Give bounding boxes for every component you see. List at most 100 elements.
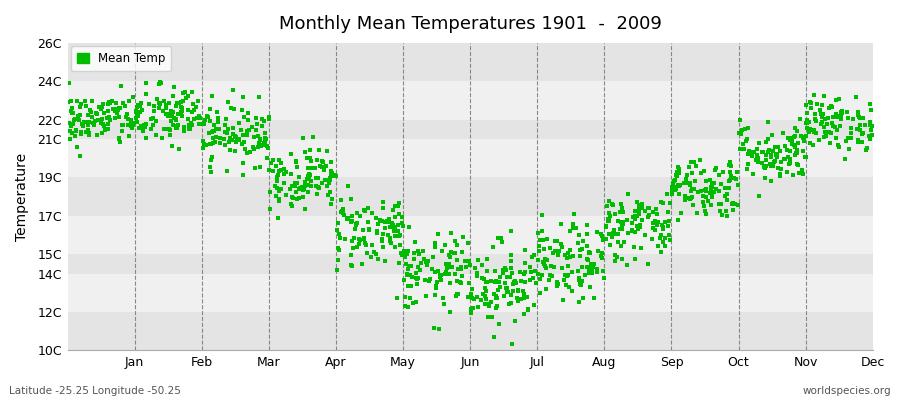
- Point: [770, 152, 784, 158]
- Point: [161, 111, 176, 117]
- Point: [669, 172, 683, 178]
- Point: [567, 211, 581, 217]
- Point: [392, 242, 407, 248]
- Point: [450, 256, 464, 263]
- Point: [850, 112, 865, 119]
- Point: [683, 182, 698, 188]
- Point: [395, 252, 410, 258]
- Point: [167, 115, 182, 121]
- Point: [286, 195, 301, 202]
- Point: [433, 272, 447, 278]
- Point: [94, 106, 108, 112]
- Point: [258, 138, 273, 145]
- Point: [184, 109, 199, 116]
- Point: [650, 211, 664, 218]
- Point: [108, 108, 122, 115]
- Point: [705, 190, 719, 196]
- Point: [634, 202, 648, 208]
- Point: [642, 214, 656, 220]
- Point: [684, 159, 698, 166]
- Point: [487, 291, 501, 298]
- Point: [496, 293, 510, 300]
- Point: [230, 137, 244, 144]
- Point: [646, 209, 661, 216]
- Point: [734, 131, 749, 137]
- Point: [155, 135, 169, 142]
- Point: [735, 141, 750, 148]
- Point: [834, 111, 849, 117]
- Point: [561, 272, 575, 278]
- Point: [175, 104, 189, 111]
- Point: [284, 200, 299, 207]
- Point: [65, 110, 79, 116]
- Point: [120, 111, 134, 117]
- Point: [751, 159, 765, 165]
- Point: [315, 158, 329, 164]
- Point: [824, 129, 838, 136]
- Point: [688, 162, 703, 169]
- Point: [218, 142, 232, 148]
- Point: [616, 219, 630, 225]
- Point: [850, 137, 865, 144]
- Point: [91, 117, 105, 123]
- Point: [398, 253, 412, 260]
- Point: [644, 236, 659, 242]
- Point: [778, 143, 792, 149]
- Point: [114, 82, 129, 89]
- Point: [677, 180, 691, 187]
- Point: [562, 247, 577, 253]
- Point: [90, 132, 104, 138]
- Point: [761, 149, 776, 155]
- Point: [198, 117, 212, 123]
- Point: [261, 145, 275, 151]
- Point: [166, 122, 180, 128]
- Point: [821, 115, 835, 121]
- Point: [471, 257, 485, 263]
- Point: [158, 102, 173, 109]
- Point: [285, 194, 300, 200]
- Point: [482, 301, 496, 307]
- Point: [438, 271, 453, 278]
- Point: [73, 112, 87, 118]
- Point: [348, 221, 363, 228]
- Point: [153, 79, 167, 86]
- Point: [129, 114, 143, 121]
- Point: [752, 193, 766, 199]
- Point: [656, 200, 670, 206]
- Point: [782, 148, 796, 154]
- Point: [124, 122, 139, 129]
- Point: [844, 130, 859, 136]
- Point: [133, 103, 148, 110]
- Point: [130, 119, 145, 125]
- Point: [788, 144, 802, 150]
- Point: [781, 154, 796, 160]
- Point: [256, 141, 270, 148]
- Point: [603, 242, 617, 248]
- Point: [698, 187, 713, 194]
- Point: [335, 209, 349, 216]
- Point: [86, 120, 100, 126]
- Point: [132, 124, 147, 131]
- Point: [428, 283, 443, 290]
- Point: [194, 120, 208, 127]
- Point: [814, 114, 829, 120]
- Point: [584, 265, 598, 272]
- Point: [407, 250, 421, 256]
- Point: [830, 114, 844, 120]
- Point: [161, 126, 176, 132]
- Point: [810, 101, 824, 108]
- Point: [209, 134, 223, 140]
- Bar: [68, 254, 873, 274]
- Point: [514, 296, 528, 303]
- Point: [431, 268, 446, 274]
- Point: [582, 249, 597, 255]
- Point: [94, 104, 109, 110]
- Point: [768, 144, 782, 150]
- Point: [288, 159, 302, 166]
- Point: [540, 256, 554, 263]
- Point: [517, 295, 531, 301]
- Point: [345, 263, 359, 269]
- Point: [203, 168, 218, 175]
- Point: [863, 122, 878, 128]
- Point: [539, 286, 554, 292]
